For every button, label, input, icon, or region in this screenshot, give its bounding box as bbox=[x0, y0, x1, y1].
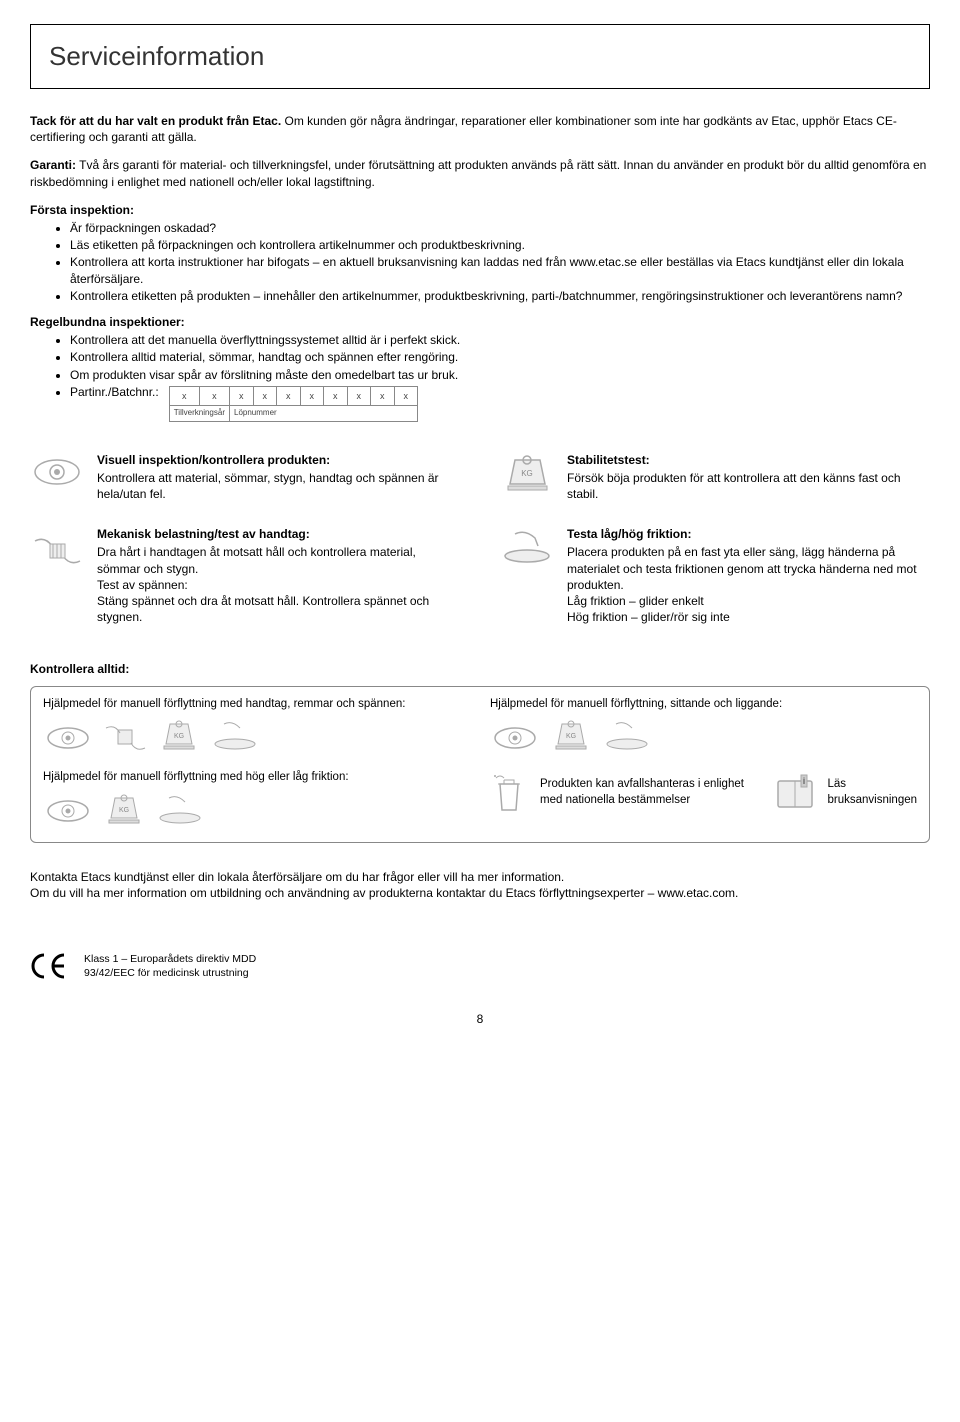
insp4-head: Testa låg/hög friktion: bbox=[567, 526, 930, 542]
forsta-list: Är förpackningen oskadad? Läs etiketten … bbox=[30, 220, 930, 304]
intro-para: Tack för att du har valt en produkt från… bbox=[30, 113, 930, 145]
list-item: Partinr./Batchnr.: xx xx xx xx xx Tillve… bbox=[70, 384, 930, 422]
check-head: Kontrollera alltid: bbox=[30, 661, 930, 677]
icon-strip-1: KG bbox=[43, 718, 470, 758]
garanti-rest: Två års garanti för material- och tillve… bbox=[30, 158, 926, 188]
intro-bold: Tack för att du har valt en produkt från… bbox=[30, 114, 281, 128]
eye-icon bbox=[43, 721, 93, 756]
page-number: 8 bbox=[30, 1011, 930, 1027]
insp2-head: Stabilitetstest: bbox=[567, 452, 930, 468]
svg-text:KG: KG bbox=[566, 733, 576, 740]
weight-icon: KG bbox=[550, 718, 592, 758]
batch-table: xx xx xx xx xx Tillverkningsår Löpnummer bbox=[169, 386, 418, 422]
pull-icon bbox=[103, 718, 148, 758]
friction-icon bbox=[602, 718, 652, 758]
ce-mark-icon bbox=[30, 951, 70, 981]
footer-line-2: Om du vill ha mer information om utbildn… bbox=[30, 885, 930, 901]
garanti-bold: Garanti: bbox=[30, 158, 76, 172]
regel-list: Kontrollera att det manuella överflyttni… bbox=[30, 332, 930, 422]
eye-icon bbox=[30, 452, 85, 503]
svg-text:i: i bbox=[802, 776, 805, 786]
list-item: Kontrollera alltid material, sömmar, han… bbox=[70, 349, 930, 365]
garanti-para: Garanti: Två års garanti för material- o… bbox=[30, 157, 930, 189]
title-box: Serviceinformation bbox=[30, 24, 930, 89]
list-item: Är förpackningen oskadad? bbox=[70, 220, 930, 236]
icon-strip-2: KG bbox=[490, 718, 917, 758]
eye-icon bbox=[43, 794, 93, 829]
insp1-body: Kontrollera att material, sömmar, stygn,… bbox=[97, 470, 460, 502]
check-label-2: Hjälpmedel för manuell förflyttning, sit… bbox=[490, 697, 917, 713]
pull-icon bbox=[30, 526, 85, 625]
ce-row: Klass 1 – Europarådets direktiv MDD 93/4… bbox=[30, 951, 930, 981]
page-title: Serviceinformation bbox=[49, 39, 911, 74]
list-item: Kontrollera att det manuella överflyttni… bbox=[70, 332, 930, 348]
insp3-head: Mekanisk belastning/test av handtag: bbox=[97, 526, 460, 542]
icon-strip-3: KG bbox=[43, 792, 470, 832]
friction-icon bbox=[500, 526, 555, 625]
manual-msg: Läs bruksanvisningen bbox=[828, 777, 918, 808]
check-section: Kontrollera alltid: Hjälpmedel för manue… bbox=[30, 661, 930, 842]
friction-icon bbox=[210, 718, 260, 758]
forsta-head: Första inspektion: bbox=[30, 202, 930, 218]
eye-icon bbox=[490, 721, 540, 756]
weight-icon: KG bbox=[103, 792, 145, 832]
insp2-body: Försök böja produkten för att kontroller… bbox=[567, 470, 930, 502]
list-item: Läs etiketten på förpackningen och kontr… bbox=[70, 237, 930, 253]
regel-head: Regelbundna inspektioner: bbox=[30, 314, 930, 330]
list-item: Kontrollera att korta instruktioner har … bbox=[70, 254, 930, 286]
insp4-body: Placera produkten på en fast yta eller s… bbox=[567, 544, 930, 625]
footer-line-1: Kontakta Etacs kundtjänst eller din loka… bbox=[30, 869, 930, 885]
insp1-head: Visuell inspektion/kontrollera produkten… bbox=[97, 452, 460, 468]
weight-icon: KG bbox=[500, 452, 555, 503]
check-label-3: Hjälpmedel för manuell förflyttning med … bbox=[43, 770, 470, 786]
inspection-row-2: Mekanisk belastning/test av handtag: Dra… bbox=[30, 526, 930, 625]
insp3-body: Dra hårt i handtagen åt motsatt håll och… bbox=[97, 544, 460, 625]
list-item: Kontrollera etiketten på produkten – inn… bbox=[70, 288, 930, 304]
svg-text:KG: KG bbox=[521, 469, 533, 478]
manual-icon: i bbox=[774, 773, 816, 813]
friction-icon bbox=[155, 792, 205, 832]
weight-icon: KG bbox=[158, 718, 200, 758]
check-label-1: Hjälpmedel för manuell förflyttning med … bbox=[43, 697, 470, 713]
disposal-msg: Produkten kan avfallshanteras i enlighet… bbox=[540, 777, 762, 808]
partinr-label: Partinr./Batchnr.: bbox=[70, 384, 159, 400]
footer-text: Kontakta Etacs kundtjänst eller din loka… bbox=[30, 869, 930, 901]
check-box: Hjälpmedel för manuell förflyttning med … bbox=[30, 686, 930, 843]
bin-icon bbox=[490, 770, 528, 815]
svg-text:KG: KG bbox=[174, 733, 184, 740]
inspection-row-1: Visuell inspektion/kontrollera produkten… bbox=[30, 452, 930, 503]
svg-text:KG: KG bbox=[119, 807, 129, 814]
intro-section: Tack för att du har valt en produkt från… bbox=[30, 113, 930, 190]
ce-text: Klass 1 – Europarådets direktiv MDD 93/4… bbox=[84, 952, 294, 980]
list-item: Om produkten visar spår av förslitning m… bbox=[70, 367, 930, 383]
